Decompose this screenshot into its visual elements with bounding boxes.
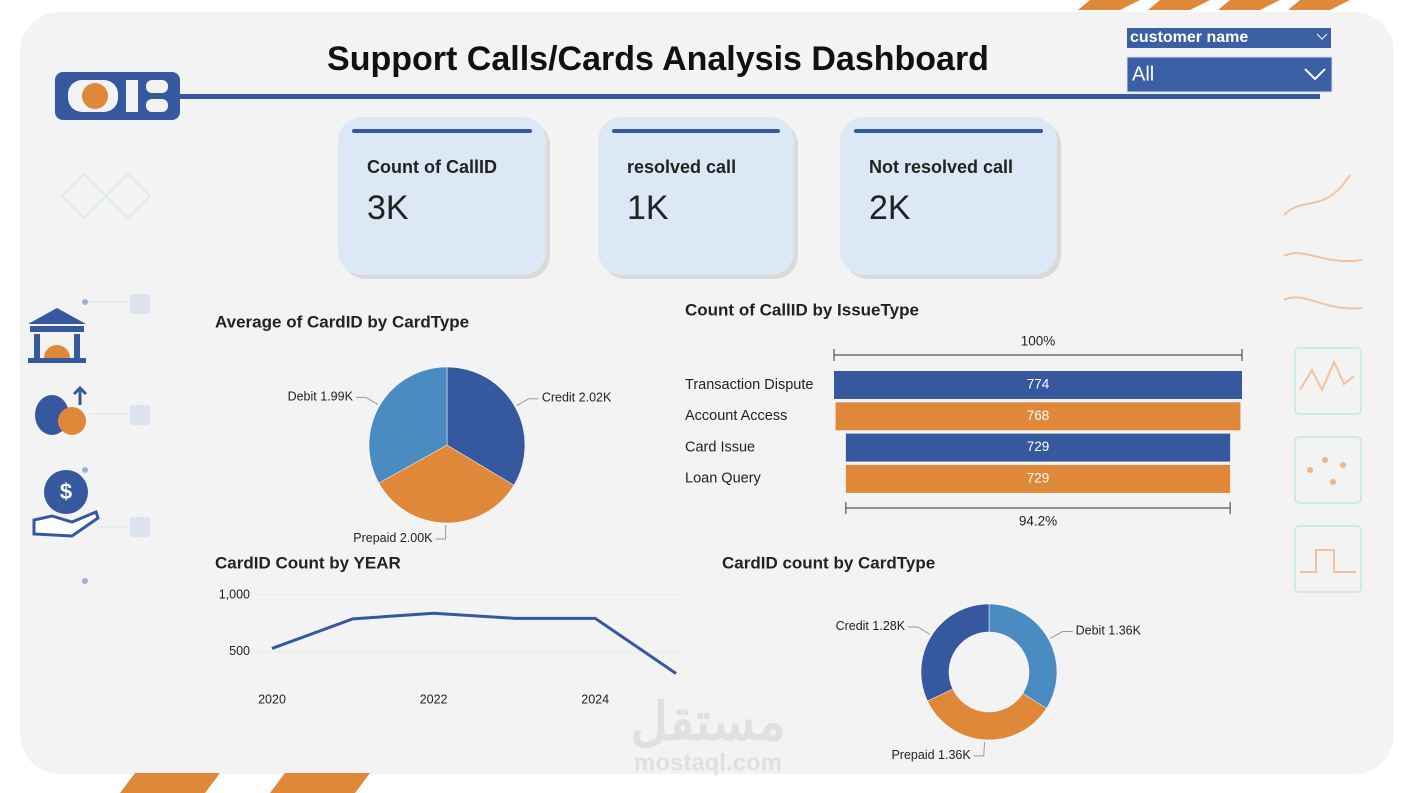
- stripe: [1078, 0, 1140, 10]
- kpi-accent: [352, 129, 532, 133]
- chart-title: CardID count by CardType: [722, 553, 935, 572]
- slicer-header[interactable]: [1127, 28, 1331, 48]
- x-tick-label: 2020: [258, 692, 286, 706]
- slicer-chevron: [1304, 68, 1326, 81]
- kpi-card: [598, 117, 794, 275]
- category-name: Credit: [836, 619, 870, 633]
- donut-slice: [988, 603, 1058, 709]
- decoration: [1294, 347, 1362, 593]
- category-name: Credit: [542, 391, 576, 405]
- kpi-accent: [612, 129, 780, 133]
- pie-slice: [446, 366, 526, 486]
- stripe: [1288, 0, 1350, 10]
- donut-slice: [920, 603, 990, 702]
- header-line: [180, 94, 1320, 99]
- data-label: Prepaid 2.00K: [353, 531, 433, 545]
- kpi-value: 2K: [869, 189, 911, 227]
- line-series: [271, 611, 677, 675]
- leader-line: [435, 524, 447, 540]
- value-label: 729: [1027, 439, 1050, 454]
- category-name: Debit: [288, 390, 318, 404]
- value-label: 1.99K: [320, 390, 353, 404]
- data-label: Credit 2.02K: [542, 391, 612, 405]
- dashboard-title: Support Calls/Cards Analysis Dashboard: [327, 40, 989, 78]
- kpi-accent: [854, 129, 1043, 133]
- data-label: Debit 1.36K: [1076, 624, 1142, 638]
- funnel-bar: [845, 464, 1231, 493]
- kpi-card: [338, 117, 546, 275]
- kpi-label: resolved call: [627, 157, 736, 177]
- x-tick-label: 2024: [581, 692, 609, 706]
- leader-line: [516, 398, 539, 407]
- chart-title: Count of CallID by IssueType: [685, 300, 919, 319]
- kpi-label: Count of CallID: [367, 157, 497, 177]
- kpi-value: 3K: [367, 189, 409, 227]
- side-icons: $: [28, 294, 150, 584]
- value-label: 1.28K: [872, 619, 905, 633]
- funnel-bar: [845, 433, 1231, 462]
- value-label: 774: [1027, 377, 1050, 392]
- stripe: [1148, 0, 1210, 10]
- leader-line: [1050, 631, 1073, 639]
- category-label: Loan Query: [685, 471, 762, 487]
- data-label: Prepaid 1.36K: [891, 748, 971, 762]
- category-name: Prepaid: [891, 748, 934, 762]
- slicer-chevron: [1316, 33, 1328, 40]
- category-label: Account Access: [685, 408, 787, 424]
- kpi-value: 1K: [627, 189, 669, 227]
- funnel-percent: 94.2%: [1019, 514, 1057, 529]
- leader-line: [908, 626, 931, 635]
- slicer-value: All: [1132, 63, 1154, 85]
- logo: [55, 72, 180, 120]
- value-label: 729: [1027, 470, 1050, 485]
- category-label: Card Issue: [685, 439, 755, 455]
- bracket: [845, 502, 1231, 514]
- watermark: مستقل: [630, 694, 786, 752]
- kpi-label: Not resolved call: [869, 157, 1013, 177]
- decoration: [61, 173, 151, 219]
- value-label: 1.36K: [1108, 624, 1141, 638]
- donut-slice: [927, 688, 1047, 741]
- chart-title: CardID Count by YEAR: [215, 553, 401, 572]
- slicer-dropdown[interactable]: [1126, 56, 1333, 93]
- funnel-bar: [834, 371, 1242, 399]
- x-tick-label: 2022: [420, 692, 448, 706]
- y-tick-label: 500: [229, 644, 250, 658]
- bracket: [833, 349, 1243, 361]
- watermark: mostaql.com: [634, 749, 782, 776]
- category-name: Prepaid: [353, 531, 396, 545]
- y-tick-label: 1,000: [219, 587, 250, 601]
- data-label: Debit 1.99K: [288, 390, 354, 404]
- kpi-card: [840, 117, 1057, 275]
- stripe: [270, 773, 370, 793]
- leader-line: [973, 741, 986, 757]
- decoration: [1307, 457, 1346, 485]
- value-label: 1.36K: [938, 748, 971, 762]
- category-name: Debit: [1076, 624, 1106, 638]
- data-label: Credit 1.28K: [836, 619, 906, 633]
- value-label: 768: [1027, 408, 1050, 423]
- chart-title: Average of CardID by CardType: [215, 312, 469, 331]
- funnel-bar: [835, 402, 1241, 431]
- pie-slice: [368, 366, 448, 484]
- value-label: 2.00K: [400, 531, 433, 545]
- leader-line: [355, 396, 379, 405]
- value-label: 2.02K: [579, 391, 612, 405]
- funnel-percent: 100%: [1021, 334, 1056, 349]
- slicer-label: customer name: [1130, 29, 1248, 46]
- svg-text:$: $: [60, 479, 72, 504]
- category-label: Transaction Dispute: [685, 377, 813, 393]
- pie-slice: [378, 444, 515, 524]
- stripe: [120, 773, 220, 793]
- decoration: [1283, 174, 1363, 310]
- stripe: [1218, 0, 1280, 10]
